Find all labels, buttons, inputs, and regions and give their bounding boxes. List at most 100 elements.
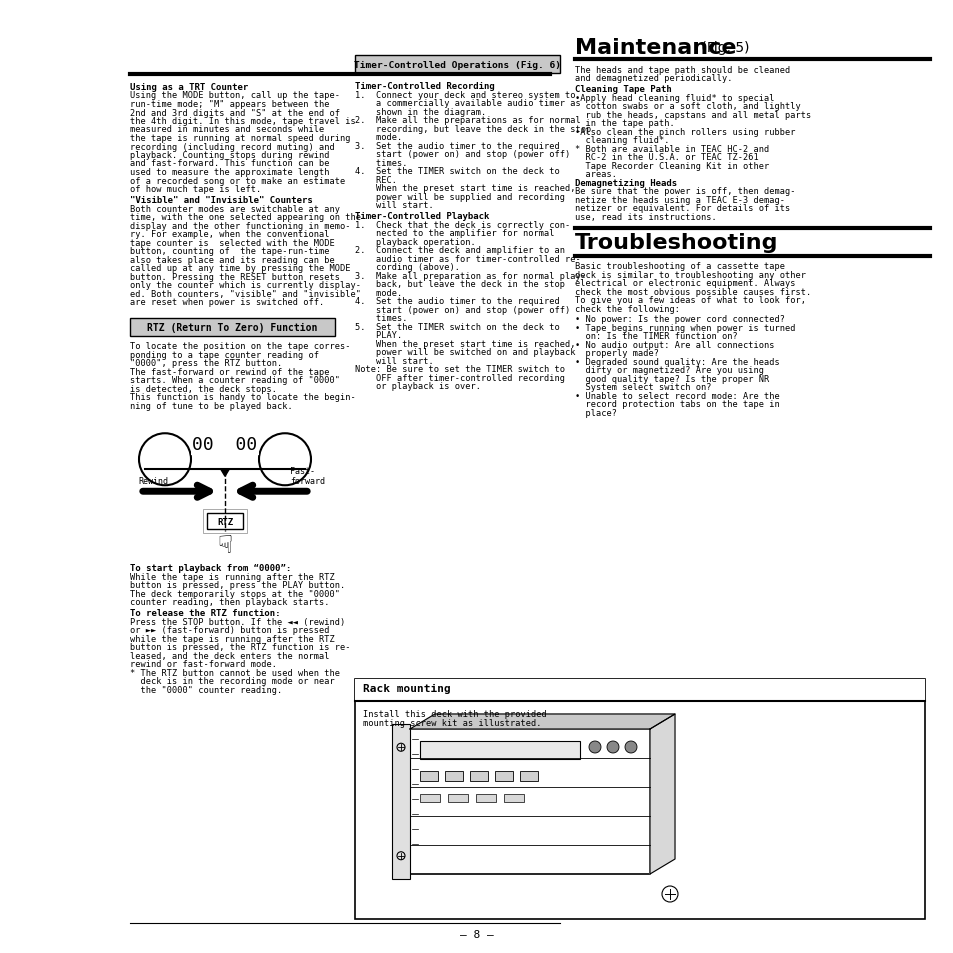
Text: 2.  Make all the preparations as for normal: 2. Make all the preparations as for norm… <box>355 116 580 125</box>
Text: ponding to a tape counter reading of: ponding to a tape counter reading of <box>130 351 318 359</box>
Bar <box>130 318 335 336</box>
Text: To start playback from “0000”:: To start playback from “0000”: <box>130 563 291 573</box>
Text: Press the STOP button. If the ◄◄ (rewind): Press the STOP button. If the ◄◄ (rewind… <box>130 617 345 626</box>
Text: of how much tape is left.: of how much tape is left. <box>130 185 261 193</box>
Bar <box>203 510 247 534</box>
Text: ☟: ☟ <box>217 534 233 558</box>
Bar <box>355 56 559 74</box>
Text: 00  00: 00 00 <box>193 436 257 454</box>
Text: record protection tabs on the tape in: record protection tabs on the tape in <box>575 400 779 409</box>
Text: netize the heads using a TEAC E-3 demag-: netize the heads using a TEAC E-3 demag- <box>575 195 784 205</box>
Text: the 4th digit. In this mode, tape travel is: the 4th digit. In this mode, tape travel… <box>130 117 355 126</box>
Text: Rewind: Rewind <box>138 476 168 486</box>
Circle shape <box>606 741 618 753</box>
Text: used to measure the approximate length: used to measure the approximate length <box>130 168 329 177</box>
Text: deck is similar to troubleshooting any other: deck is similar to troubleshooting any o… <box>575 271 805 279</box>
Text: RC-2 in the U.S.A. or TEAC TZ-261: RC-2 in the U.S.A. or TEAC TZ-261 <box>575 153 758 162</box>
Text: starts. When a counter reading of "0000": starts. When a counter reading of "0000" <box>130 375 339 385</box>
Text: button is pressed, the RTZ function is re-: button is pressed, the RTZ function is r… <box>130 642 350 652</box>
Text: 1.  Check that the deck is correctly con-: 1. Check that the deck is correctly con- <box>355 221 570 230</box>
Text: in the tape path.: in the tape path. <box>575 119 674 128</box>
Polygon shape <box>410 714 675 729</box>
Text: audio timer as for timer-controlled re-: audio timer as for timer-controlled re- <box>355 254 580 264</box>
Text: •Also clean the pinch rollers using rubber: •Also clean the pinch rollers using rubb… <box>575 128 795 136</box>
Polygon shape <box>220 470 229 476</box>
Text: • Degraded sound quality: Are the heads: • Degraded sound quality: Are the heads <box>575 357 779 367</box>
Text: is detected, the deck stops.: is detected, the deck stops. <box>130 384 276 394</box>
Text: properly made?: properly made? <box>575 349 659 358</box>
Text: leased, and the deck enters the normal: leased, and the deck enters the normal <box>130 651 329 660</box>
Text: playback. Counting stops during rewind: playback. Counting stops during rewind <box>130 151 329 160</box>
Text: on: Is the TIMER function on?: on: Is the TIMER function on? <box>575 333 737 341</box>
Text: Install this deck with the provided: Install this deck with the provided <box>363 709 546 718</box>
Bar <box>355 679 924 701</box>
Text: cording (above).: cording (above). <box>355 263 459 273</box>
Text: playback operation.: playback operation. <box>355 237 476 247</box>
Text: Cleaning Tape Path: Cleaning Tape Path <box>575 85 671 94</box>
Circle shape <box>588 741 600 753</box>
Text: ry. For example, when the conventional: ry. For example, when the conventional <box>130 230 329 239</box>
Text: OFF after timer-controlled recording: OFF after timer-controlled recording <box>355 374 564 382</box>
Text: To locate the position on the tape corres-: To locate the position on the tape corre… <box>130 342 350 351</box>
Text: ning of tune to be played back.: ning of tune to be played back. <box>130 401 293 411</box>
Text: Using as a TRT Counter: Using as a TRT Counter <box>130 83 248 91</box>
Text: netizer or equivalent. For details of its: netizer or equivalent. For details of it… <box>575 204 789 213</box>
Text: use, read its instructions.: use, read its instructions. <box>575 213 716 221</box>
Text: are reset when power is switched off.: are reset when power is switched off. <box>130 298 324 307</box>
Text: or playback is over.: or playback is over. <box>355 382 480 391</box>
Text: counter reading, then playback starts.: counter reading, then playback starts. <box>130 598 329 607</box>
Text: Timer-Controlled Operations (Fig. 6): Timer-Controlled Operations (Fig. 6) <box>354 60 560 70</box>
Text: Be sure that the power is off, then demag-: Be sure that the power is off, then dema… <box>575 187 795 196</box>
Text: cleaning fluid*.: cleaning fluid*. <box>575 136 669 145</box>
Text: rub the heads, capstans and all metal parts: rub the heads, capstans and all metal pa… <box>575 111 810 120</box>
Text: To release the RTZ function:: To release the RTZ function: <box>130 609 280 618</box>
Bar <box>503 794 523 802</box>
Text: times.: times. <box>355 159 407 168</box>
Text: areas.: areas. <box>575 170 617 179</box>
Text: display and the other functioning in memo-: display and the other functioning in mem… <box>130 221 350 231</box>
Text: The fast-forward or rewind of the tape: The fast-forward or rewind of the tape <box>130 367 329 376</box>
Text: System select switch on?: System select switch on? <box>575 383 711 392</box>
Text: Note: Be sure to set the TIMER switch to: Note: Be sure to set the TIMER switch to <box>355 365 564 374</box>
Text: Timer-Controlled Recording: Timer-Controlled Recording <box>355 82 495 91</box>
Text: electrical or electronic equipment. Always: electrical or electronic equipment. Alwa… <box>575 279 795 288</box>
Text: button, counting of  the tape-run-time: button, counting of the tape-run-time <box>130 247 329 256</box>
Text: good quality tape? Is the proper NR: good quality tape? Is the proper NR <box>575 375 768 384</box>
Text: * The RTZ button cannot be used when the: * The RTZ button cannot be used when the <box>130 668 339 677</box>
Text: a commercially available audio timer as: a commercially available audio timer as <box>355 99 580 109</box>
Text: 1.  Connect your deck and stereo system to: 1. Connect your deck and stereo system t… <box>355 91 575 100</box>
Text: Rack mounting: Rack mounting <box>363 683 450 693</box>
Text: mode.: mode. <box>355 133 402 142</box>
Bar <box>419 794 439 802</box>
Text: ed. Both counters, "visible" and "invisible": ed. Both counters, "visible" and "invisi… <box>130 290 360 298</box>
Text: also takes place and its reading can be: also takes place and its reading can be <box>130 255 335 265</box>
Text: While the tape is running after the RTZ: While the tape is running after the RTZ <box>130 572 335 581</box>
Text: cotton swabs or a soft cloth, and lightly: cotton swabs or a soft cloth, and lightl… <box>575 102 800 112</box>
Polygon shape <box>649 714 675 874</box>
Text: Troubleshooting: Troubleshooting <box>575 233 778 253</box>
Text: Tape Recorder Cleaning Kit in other: Tape Recorder Cleaning Kit in other <box>575 162 768 171</box>
Text: Maintenance: Maintenance <box>575 38 736 58</box>
Text: The deck temporarily stops at the "0000": The deck temporarily stops at the "0000" <box>130 589 339 598</box>
Bar <box>392 724 410 879</box>
Text: "0000", press the RTZ button.: "0000", press the RTZ button. <box>130 359 282 368</box>
Text: mode.: mode. <box>355 289 402 297</box>
Text: and demagnetized periodically.: and demagnetized periodically. <box>575 74 732 83</box>
Text: 4.  Set the audio timer to the required: 4. Set the audio timer to the required <box>355 297 559 306</box>
Text: When the preset start time is reached,: When the preset start time is reached, <box>355 184 575 193</box>
Bar <box>419 741 579 760</box>
Text: will start.: will start. <box>355 201 434 211</box>
Text: check the following:: check the following: <box>575 304 679 314</box>
Text: shown in the diagram.: shown in the diagram. <box>355 108 486 117</box>
Text: This function is handy to locate the begin-: This function is handy to locate the beg… <box>130 393 355 402</box>
Text: "Visible" and "Invisible" Counters: "Visible" and "Invisible" Counters <box>130 196 313 205</box>
Bar <box>495 771 513 781</box>
Text: 5.  Set the TIMER switch on the deck to: 5. Set the TIMER switch on the deck to <box>355 322 559 332</box>
Text: power will be switched on and playback: power will be switched on and playback <box>355 348 575 357</box>
Text: Fast-
forward: Fast- forward <box>290 466 325 486</box>
Text: will start.: will start. <box>355 356 434 366</box>
Text: recording, but leave the deck in the stop: recording, but leave the deck in the sto… <box>355 125 591 133</box>
Bar <box>410 729 649 874</box>
Text: button is pressed, press the PLAY button.: button is pressed, press the PLAY button… <box>130 580 345 590</box>
Text: • Tape begins running when power is turned: • Tape begins running when power is turn… <box>575 324 795 333</box>
